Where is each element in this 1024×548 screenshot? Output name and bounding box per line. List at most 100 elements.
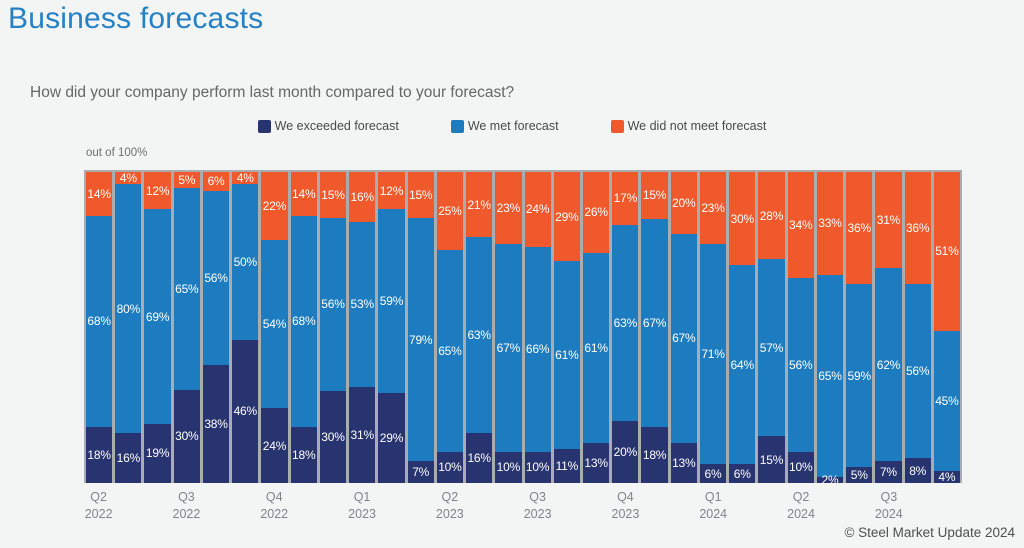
bar-segment: 18%	[86, 427, 113, 483]
bar-segment: 10%	[436, 451, 464, 483]
bar-value-label: 12%	[379, 183, 404, 198]
bar-month-13: 25% 65% 10%	[436, 172, 464, 483]
bar-month-28: 31% 62% 7%	[875, 172, 902, 483]
bar-segment: 30%	[173, 389, 200, 483]
bar-segment: 56%	[202, 190, 230, 365]
bar-value-label: 64%	[730, 357, 755, 372]
bar-value-label: 30%	[730, 211, 755, 226]
bar-segment: 8%	[904, 458, 931, 483]
legend-item-2: We met forecast	[450, 119, 559, 133]
bar-segment: 56%	[904, 283, 931, 459]
bar-segment: 29%	[553, 172, 580, 262]
bar-segment: 34%	[787, 172, 814, 278]
bar-segment: 36%	[904, 172, 931, 284]
bar-segment: 33%	[816, 172, 844, 275]
x-axis-label: Q4 2022	[260, 490, 289, 521]
bar-month-15: 23% 67% 10%	[495, 172, 522, 483]
bar-value-label: 69%	[145, 309, 170, 324]
bar-segment: 29%	[378, 392, 405, 483]
bar-value-label: 16%	[467, 451, 491, 466]
bar-value-label: 59%	[379, 294, 404, 309]
bar-month-27: 36% 59% 5%	[846, 172, 873, 483]
bar-value-label: 51%	[935, 244, 959, 259]
bar-segment: 25%	[436, 172, 464, 250]
bar-segment: 68%	[86, 215, 113, 427]
bar-value-label: 29%	[379, 430, 404, 445]
bar-value-label: 59%	[847, 368, 871, 383]
bar-value-label: 56%	[204, 270, 228, 285]
bar-segment: 5%	[846, 467, 873, 483]
x-axis-labels: Q2 2022 Q3 2022 Q4 2022 Q1 2023 Q2 2023 Q3 2023 Q4 20…	[84, 489, 962, 525]
bar-value-label: 66%	[525, 342, 550, 357]
bar-value-label: 20%	[613, 444, 638, 459]
bar-value-label: 23%	[701, 200, 725, 215]
bar-value-label: 15%	[321, 188, 345, 203]
bar-value-label: 20%	[672, 196, 696, 211]
x-axis-label: Q2 2024	[787, 490, 815, 521]
survey-question: How did your company perform last month …	[30, 84, 515, 101]
x-axis-label: Q4 2023	[611, 490, 640, 521]
bar-segment: 10%	[787, 451, 814, 483]
bar-value-label: 21%	[467, 197, 491, 212]
x-axis-label: Q3 2023	[523, 490, 552, 521]
bar-segment: 64%	[729, 265, 756, 465]
bar-segment: 61%	[582, 252, 610, 443]
bar-value-label: 71%	[701, 346, 725, 361]
bar-value-label: 67%	[496, 340, 521, 355]
bar-segment: 65%	[436, 249, 464, 452]
bar-month-12: 15% 79% 7%	[407, 172, 434, 483]
bar-segment: 23%	[495, 172, 522, 244]
legend-swatch-icon	[257, 119, 271, 133]
bar-segment: 6%	[729, 464, 756, 483]
bar-segment: 13%	[670, 442, 697, 483]
bar-segment: 38%	[202, 364, 230, 483]
bar-value-label: 13%	[672, 455, 696, 470]
bar-segment: 67%	[670, 234, 697, 443]
bar-value-label: 16%	[116, 451, 141, 466]
bar-value-label: 14%	[87, 186, 111, 201]
bar-value-label: 80%	[116, 301, 141, 316]
bar-segment: 65%	[173, 187, 200, 390]
legend-swatch-icon	[450, 119, 464, 133]
bar-value-label: 10%	[525, 460, 550, 475]
bar-month-16: 24% 66% 10%	[524, 172, 551, 483]
bar-segment: 56%	[319, 218, 347, 391]
bar-segment: 16%	[115, 433, 142, 483]
bar-month-24: 28% 57% 15%	[758, 172, 785, 483]
bar-segment: 59%	[378, 209, 405, 393]
bar-value-label: 18%	[292, 447, 316, 462]
bar-segment: 15%	[758, 436, 785, 483]
bar-segment: 36%	[846, 172, 873, 284]
bar-segment: 23%	[699, 172, 727, 244]
bar-value-label: 15%	[642, 188, 667, 203]
page-title: Business forecasts	[8, 2, 264, 35]
bar-segment: 67%	[641, 218, 668, 427]
bar-month-21: 20% 67% 13%	[670, 172, 697, 483]
bar-value-label: 25%	[438, 203, 462, 218]
bar-segment: 10%	[495, 451, 522, 483]
legend-item-1: We exceeded forecast	[257, 119, 399, 133]
bar-segment: 12%	[378, 172, 405, 210]
bar-segment: 15%	[641, 172, 668, 219]
bar-month-29: 36% 56% 8%	[904, 172, 931, 483]
bar-value-label: 18%	[87, 447, 111, 462]
bar-segment: 28%	[758, 172, 785, 260]
bar-value-label: 65%	[438, 343, 462, 358]
bar-month-20: 15% 67% 18%	[641, 172, 668, 483]
bar-value-label: 50%	[233, 255, 258, 270]
bar-month-2: 4% 80% 16%	[115, 171, 142, 483]
bar-value-label: 6%	[207, 174, 225, 189]
bar-segment: 65%	[816, 274, 844, 477]
bar-value-label: 46%	[233, 404, 258, 419]
bar-segment: 15%	[407, 172, 434, 219]
bar-segment: 11%	[553, 449, 580, 483]
legend-swatch-icon	[610, 119, 624, 133]
bar-segment: 18%	[641, 427, 668, 483]
bar-segment: 51%	[933, 172, 961, 331]
bar-month-11: 12% 59% 29%	[378, 172, 405, 483]
bar-segment: 30%	[729, 172, 756, 266]
bar-value-label: 22%	[262, 199, 287, 214]
bar-segment: 2%	[816, 473, 844, 487]
bar-value-label: 24%	[525, 202, 550, 217]
x-axis-label: Q1 2023	[348, 490, 376, 521]
